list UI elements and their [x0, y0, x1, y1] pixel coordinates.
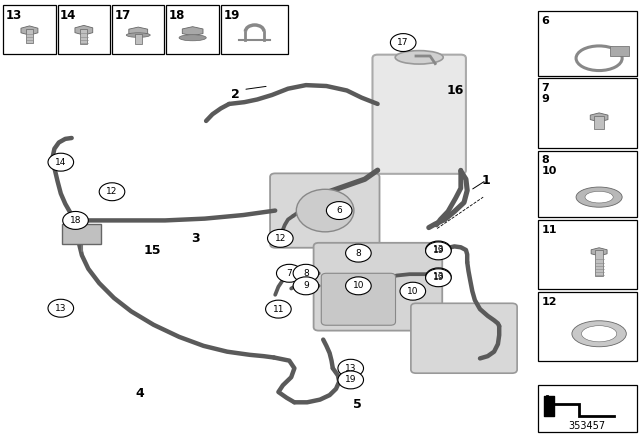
Text: 9: 9	[303, 281, 308, 290]
Text: 12: 12	[106, 187, 118, 196]
Circle shape	[346, 244, 371, 262]
FancyBboxPatch shape	[610, 46, 629, 56]
FancyBboxPatch shape	[221, 5, 288, 54]
Circle shape	[268, 229, 293, 247]
Text: 18: 18	[70, 216, 81, 225]
Ellipse shape	[273, 233, 287, 244]
FancyBboxPatch shape	[594, 116, 604, 129]
FancyBboxPatch shape	[538, 78, 637, 148]
Ellipse shape	[576, 187, 622, 207]
Text: 5: 5	[353, 397, 362, 411]
FancyBboxPatch shape	[166, 5, 219, 54]
Circle shape	[266, 300, 291, 318]
Circle shape	[426, 268, 451, 286]
FancyBboxPatch shape	[411, 303, 517, 373]
Polygon shape	[590, 113, 608, 122]
FancyBboxPatch shape	[135, 34, 141, 44]
Text: 6: 6	[337, 206, 342, 215]
Text: 8
10: 8 10	[541, 155, 557, 176]
FancyBboxPatch shape	[538, 220, 637, 289]
Text: 19: 19	[345, 375, 356, 384]
FancyBboxPatch shape	[270, 173, 380, 248]
Polygon shape	[129, 27, 148, 35]
Text: 17: 17	[397, 38, 409, 47]
Circle shape	[293, 277, 319, 295]
Circle shape	[426, 241, 451, 259]
Polygon shape	[21, 26, 38, 35]
Circle shape	[338, 359, 364, 377]
Text: 3: 3	[191, 232, 200, 245]
Text: 353457: 353457	[568, 421, 606, 431]
Text: 14: 14	[55, 158, 67, 167]
Circle shape	[48, 299, 74, 317]
Circle shape	[293, 264, 319, 282]
FancyBboxPatch shape	[538, 292, 637, 361]
FancyBboxPatch shape	[58, 5, 110, 54]
Circle shape	[400, 282, 426, 300]
Circle shape	[346, 277, 371, 295]
FancyBboxPatch shape	[81, 29, 87, 44]
FancyBboxPatch shape	[26, 29, 33, 43]
FancyBboxPatch shape	[62, 224, 101, 244]
Text: 7: 7	[287, 269, 292, 278]
Circle shape	[276, 264, 302, 282]
Text: 10: 10	[407, 287, 419, 296]
Circle shape	[390, 34, 416, 52]
Text: 13: 13	[433, 272, 444, 281]
Text: 13: 13	[55, 304, 67, 313]
FancyBboxPatch shape	[321, 273, 396, 325]
Text: 6: 6	[541, 16, 549, 26]
Text: 13: 13	[433, 246, 444, 254]
Ellipse shape	[585, 191, 613, 203]
Text: 1: 1	[482, 173, 491, 187]
Ellipse shape	[582, 326, 617, 342]
FancyBboxPatch shape	[595, 250, 603, 276]
Text: 7
9: 7 9	[541, 83, 549, 103]
Text: 19: 19	[433, 246, 444, 255]
Text: 13: 13	[345, 364, 356, 373]
Ellipse shape	[296, 189, 354, 232]
FancyBboxPatch shape	[314, 243, 442, 331]
Text: 19: 19	[223, 9, 240, 22]
Ellipse shape	[105, 186, 119, 198]
Text: 15: 15	[143, 244, 161, 258]
Text: 18: 18	[169, 9, 186, 22]
Circle shape	[426, 269, 451, 287]
FancyBboxPatch shape	[3, 5, 56, 54]
FancyBboxPatch shape	[538, 151, 637, 217]
Ellipse shape	[572, 321, 627, 347]
Text: 8: 8	[356, 249, 361, 258]
Circle shape	[48, 153, 74, 171]
Text: 2: 2	[231, 87, 240, 101]
Circle shape	[63, 211, 88, 229]
Text: 19: 19	[433, 273, 444, 282]
Circle shape	[338, 371, 364, 389]
Circle shape	[326, 202, 352, 220]
FancyBboxPatch shape	[538, 11, 637, 76]
FancyBboxPatch shape	[538, 385, 637, 432]
Text: 13: 13	[6, 9, 22, 22]
Text: 14: 14	[60, 9, 77, 22]
Circle shape	[99, 183, 125, 201]
Text: 11: 11	[541, 225, 557, 235]
Text: 11: 11	[273, 305, 284, 314]
Ellipse shape	[179, 34, 206, 41]
Text: 16: 16	[447, 84, 465, 97]
Text: 12: 12	[275, 234, 286, 243]
Text: 17: 17	[115, 9, 131, 22]
Polygon shape	[75, 26, 93, 35]
Ellipse shape	[126, 33, 150, 37]
Text: 10: 10	[353, 281, 364, 290]
FancyBboxPatch shape	[112, 5, 164, 54]
Polygon shape	[591, 248, 607, 256]
Text: 8: 8	[303, 269, 308, 278]
Text: 4: 4	[135, 387, 144, 400]
Text: 12: 12	[541, 297, 557, 306]
FancyBboxPatch shape	[372, 55, 466, 174]
Ellipse shape	[396, 51, 444, 64]
Polygon shape	[182, 27, 203, 36]
Circle shape	[426, 242, 451, 260]
